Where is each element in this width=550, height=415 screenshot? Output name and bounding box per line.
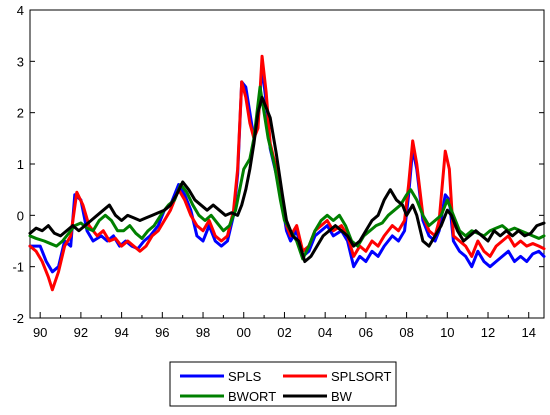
x-tick-label: 06	[359, 325, 373, 340]
legend-label-spls: SPLS	[228, 369, 262, 384]
legend-label-bwort: BWORT	[228, 389, 276, 404]
x-tick-label: 12	[481, 325, 495, 340]
x-tick-label: 94	[114, 325, 128, 340]
x-tick-label: 00	[237, 325, 251, 340]
x-tick-label: 92	[74, 325, 88, 340]
x-tick-label: 98	[196, 325, 210, 340]
y-tick-label: 2	[17, 106, 24, 121]
legend-label-splsort: SPLSORT	[331, 369, 392, 384]
y-tick-label: 4	[17, 3, 24, 18]
plot-frame	[29, 9, 545, 319]
x-tick-label: 14	[521, 325, 535, 340]
x-axis: 90 92 94 96 98 00 02 04 06 08 10 12 14	[33, 312, 536, 340]
x-tick-label: 08	[399, 325, 413, 340]
x-tick-label: 90	[33, 325, 47, 340]
x-tick-label: 02	[277, 325, 291, 340]
x-tick-label: 04	[318, 325, 332, 340]
series-line-bwort	[28, 85, 546, 261]
legend-box	[169, 361, 397, 407]
x-tick-label: 96	[155, 325, 169, 340]
y-axis: -2 -1 0 1 2 3 4	[12, 3, 544, 326]
series-line-bw	[28, 95, 546, 264]
series-layer	[28, 54, 546, 292]
y-tick-label: -1	[12, 260, 24, 275]
legend: SPLS SPLSORT BWORT BW	[169, 361, 397, 407]
x-tick-label: 10	[440, 325, 454, 340]
y-tick-label: 0	[17, 208, 24, 223]
y-tick-label: 1	[17, 157, 24, 172]
y-tick-label: -2	[12, 311, 24, 326]
y-tick-label: 3	[17, 54, 24, 69]
legend-label-bw: BW	[331, 389, 353, 404]
